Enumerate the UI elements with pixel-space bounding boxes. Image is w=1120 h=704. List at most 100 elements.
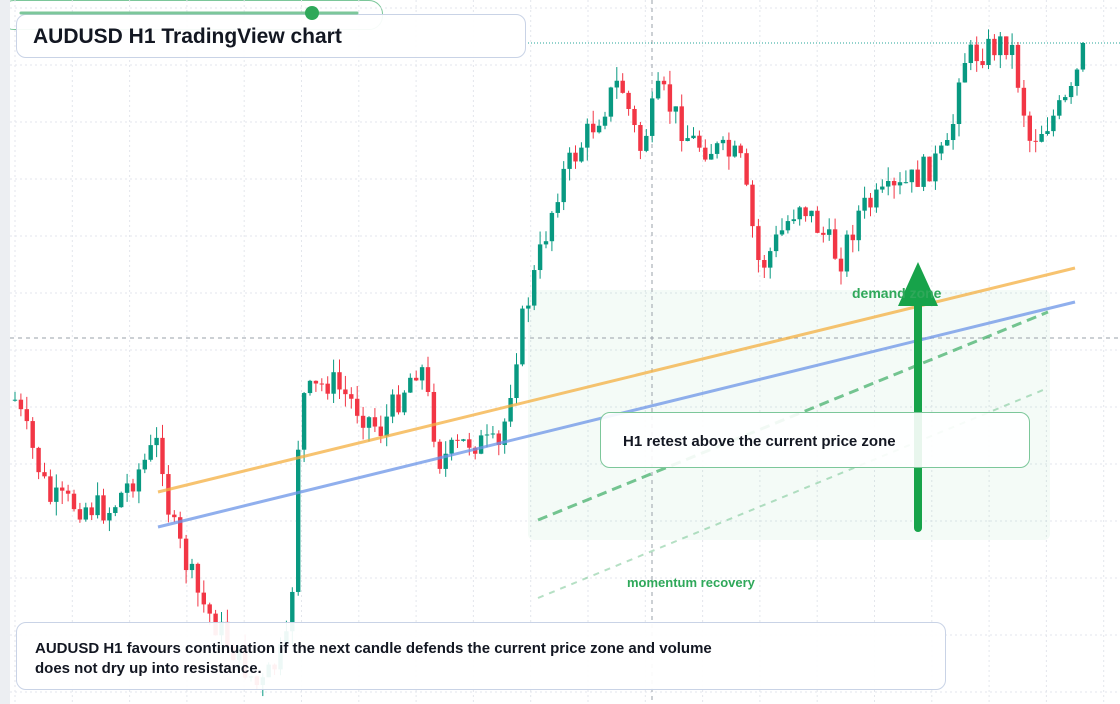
candle-body [372, 417, 378, 427]
candle-body [638, 125, 643, 151]
candle-body [697, 135, 702, 148]
candle-body [1074, 69, 1080, 86]
candle-body [608, 87, 614, 117]
candle-body [154, 437, 159, 446]
candle-body [384, 416, 389, 437]
candle-body [709, 153, 714, 160]
candle-body [827, 229, 832, 235]
candle-body [89, 507, 94, 516]
momentum-slider[interactable] [0, 0, 383, 30]
candle-body [1004, 36, 1009, 56]
candle-body [1080, 43, 1086, 70]
candle-body [172, 514, 177, 518]
slider-knob[interactable] [305, 6, 319, 20]
candle-body [537, 244, 543, 271]
candle-body [437, 441, 442, 469]
candle-body [703, 147, 708, 160]
candle-body [980, 61, 985, 66]
candle-body [478, 435, 484, 454]
arrow-head [898, 262, 938, 306]
candle-body [561, 168, 566, 203]
candle-body [113, 507, 118, 513]
candle-body [862, 197, 867, 211]
candle-body [815, 210, 820, 233]
slider-track [19, 6, 359, 20]
candle-body [933, 153, 938, 182]
candle-body [396, 394, 401, 413]
candle-body [762, 260, 767, 268]
candle-body [661, 80, 667, 85]
candle-body [614, 80, 619, 88]
candle-body [1057, 100, 1062, 116]
candle-body [189, 563, 195, 571]
candle-body [408, 377, 413, 393]
candle-body [803, 207, 808, 217]
candle-body [691, 135, 696, 139]
candle-body [549, 212, 555, 242]
candle-body [101, 495, 106, 521]
candle-body [720, 139, 726, 144]
candle-body [962, 63, 968, 83]
candle-body [821, 232, 826, 235]
candle-body [331, 372, 336, 394]
candle-body [779, 230, 785, 235]
candle-body [1068, 85, 1074, 98]
caption-text: AUDUSD H1 favours continuation if the ne… [35, 640, 712, 677]
candle-body [726, 139, 732, 157]
candle-body [60, 487, 65, 491]
candle-body [679, 106, 684, 142]
candle-body [1009, 44, 1015, 56]
candle-body [655, 80, 661, 99]
candle-body [956, 82, 962, 125]
annotation: H1 retest above the current price zone [600, 412, 1030, 468]
candle-body [785, 221, 791, 231]
candle-body [449, 439, 454, 454]
candle-body [119, 492, 124, 508]
candle-body [148, 445, 153, 460]
candle-body [998, 36, 1003, 56]
candle-body [42, 472, 47, 477]
candle-body [296, 449, 301, 592]
candle-body [290, 591, 295, 632]
candle-body [473, 447, 478, 454]
candle-body [402, 392, 407, 413]
candle-body [1027, 115, 1032, 141]
candle-body [520, 308, 525, 365]
candle-body [54, 487, 59, 502]
candle-body [508, 398, 513, 422]
candle-body [360, 415, 366, 428]
candle-body [502, 421, 507, 445]
candle-body [591, 123, 596, 133]
candle-body [791, 219, 796, 222]
candle-body [927, 156, 932, 182]
candle-body [484, 434, 490, 436]
candle-body [325, 383, 330, 394]
candle-body [992, 38, 997, 56]
candle-body [573, 152, 578, 162]
candle-body [903, 182, 909, 184]
candle-body [974, 44, 979, 62]
candle-body [750, 184, 755, 227]
candle-body [490, 433, 496, 435]
candle-body [514, 364, 519, 399]
candle-body [838, 258, 844, 272]
candle-body [201, 592, 206, 605]
candle-body [950, 124, 956, 141]
candle-body [136, 469, 142, 492]
candle-body [756, 226, 761, 261]
slider-label: momentum recovery [627, 575, 755, 590]
candle-body [886, 181, 891, 187]
candle-body [732, 145, 737, 157]
candle-body [142, 459, 147, 470]
candle-body [685, 138, 690, 142]
candle-body [738, 145, 743, 154]
candle-body [880, 186, 885, 190]
candle-body [195, 563, 201, 593]
candle-body [390, 394, 395, 417]
candle-body [378, 426, 383, 437]
candle-body [768, 251, 773, 268]
candle-body [921, 156, 926, 187]
candle-body [319, 383, 324, 385]
left-strip [0, 0, 10, 704]
